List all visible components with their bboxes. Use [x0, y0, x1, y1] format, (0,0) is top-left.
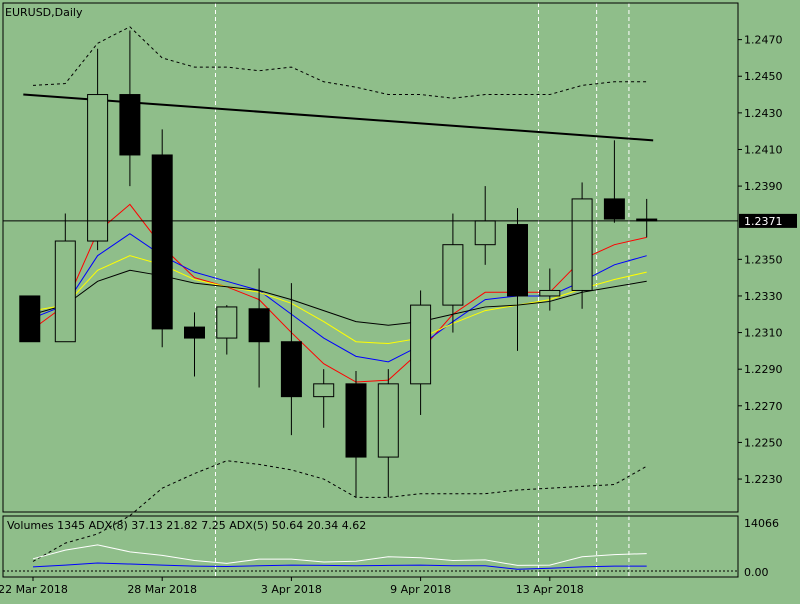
candle — [151, 129, 173, 348]
candle-body — [19, 295, 41, 343]
candle — [248, 268, 270, 388]
candle-body — [280, 341, 302, 398]
chart-title: EURUSD,Daily — [5, 6, 83, 19]
indicator-frame — [2, 515, 739, 578]
y-tick-label: 1.2330 — [744, 290, 783, 303]
candle-body — [54, 240, 76, 343]
candle-body — [377, 383, 399, 458]
candle — [345, 371, 367, 498]
candle-body — [410, 304, 432, 385]
y-tick-label: 1.2290 — [744, 363, 783, 376]
candle — [216, 305, 238, 355]
candle-body — [539, 289, 561, 297]
candle — [636, 198, 658, 238]
candle-body — [151, 154, 173, 330]
y-tick-label: 1.2230 — [744, 473, 783, 486]
y-tick-label: 1.2390 — [744, 180, 783, 193]
frame — [2, 2, 739, 578]
candle-body — [442, 244, 464, 306]
current-price-box — [739, 213, 797, 228]
adx-blue-line — [32, 562, 647, 570]
candle-body — [345, 383, 367, 458]
y-tick-label: 1.2270 — [744, 400, 783, 413]
candle — [539, 268, 561, 311]
trendline — [23, 93, 654, 142]
y-tick-label: 1.2310 — [744, 327, 783, 340]
trendline-group — [23, 93, 654, 142]
candle-body — [571, 198, 593, 291]
indicator-panel: 14066 0.00 — [3, 517, 779, 579]
candle-body — [216, 306, 238, 339]
candle — [87, 48, 109, 251]
upper_band — [32, 26, 647, 99]
lower_band — [32, 460, 647, 562]
x-tick-label: 13 Apr 2018 — [516, 583, 584, 596]
x-tick-label: 3 Apr 2018 — [261, 583, 322, 596]
x-tick-label: 9 Apr 2018 — [390, 583, 451, 596]
y-tick-label: 1.2250 — [744, 436, 783, 449]
candle-body — [248, 308, 270, 343]
grid-lines — [214, 3, 630, 577]
candle — [410, 290, 432, 415]
candle-body — [603, 198, 625, 220]
candle — [119, 30, 141, 187]
candle — [474, 186, 496, 265]
y-tick-label: 1.2350 — [744, 253, 783, 266]
candle — [507, 208, 528, 351]
indicator-label: Volumes 1345 ADX(8) 37.13 21.82 7.25 ADX… — [7, 519, 366, 532]
candle-body — [313, 383, 335, 398]
candle-body — [474, 220, 496, 246]
candle-body — [507, 224, 528, 297]
candle — [442, 213, 464, 333]
candle — [19, 295, 41, 343]
candle — [313, 369, 335, 428]
candle — [280, 283, 302, 436]
candle-body — [119, 94, 141, 156]
ma_black — [32, 269, 647, 326]
main-frame — [2, 2, 739, 513]
candle — [54, 213, 76, 343]
current-price-label: 1.2371 — [744, 215, 783, 228]
candle-body — [184, 326, 205, 339]
indicator-tick-bottom: 0.00 — [744, 566, 769, 579]
adx-white-line — [32, 544, 647, 566]
band-lines — [32, 26, 647, 562]
candle — [184, 312, 205, 377]
candle — [377, 369, 399, 498]
candle-body — [87, 94, 109, 242]
candle — [603, 140, 625, 223]
candles — [19, 30, 658, 498]
ma_yellow — [32, 255, 647, 345]
candle — [571, 182, 593, 309]
y-tick-label: 1.2410 — [744, 143, 783, 156]
x-tick-label: 22 Mar 2018 — [0, 583, 68, 596]
y-tick-label: 1.2450 — [744, 70, 783, 83]
indicator-tick-top: 14066 — [744, 517, 779, 530]
y-axis: 1.2470 1.2450 1.2430 1.2410 1.2390 1.2371 1.23… — [738, 34, 797, 486]
y-tick-label: 1.2470 — [744, 34, 783, 47]
x-axis: 22 Mar 2018 28 Mar 2018 3 Apr 2018 9 Apr 20… — [0, 577, 584, 596]
x-tick-label: 28 Mar 2018 — [127, 583, 197, 596]
y-tick-label: 1.2430 — [744, 107, 783, 120]
